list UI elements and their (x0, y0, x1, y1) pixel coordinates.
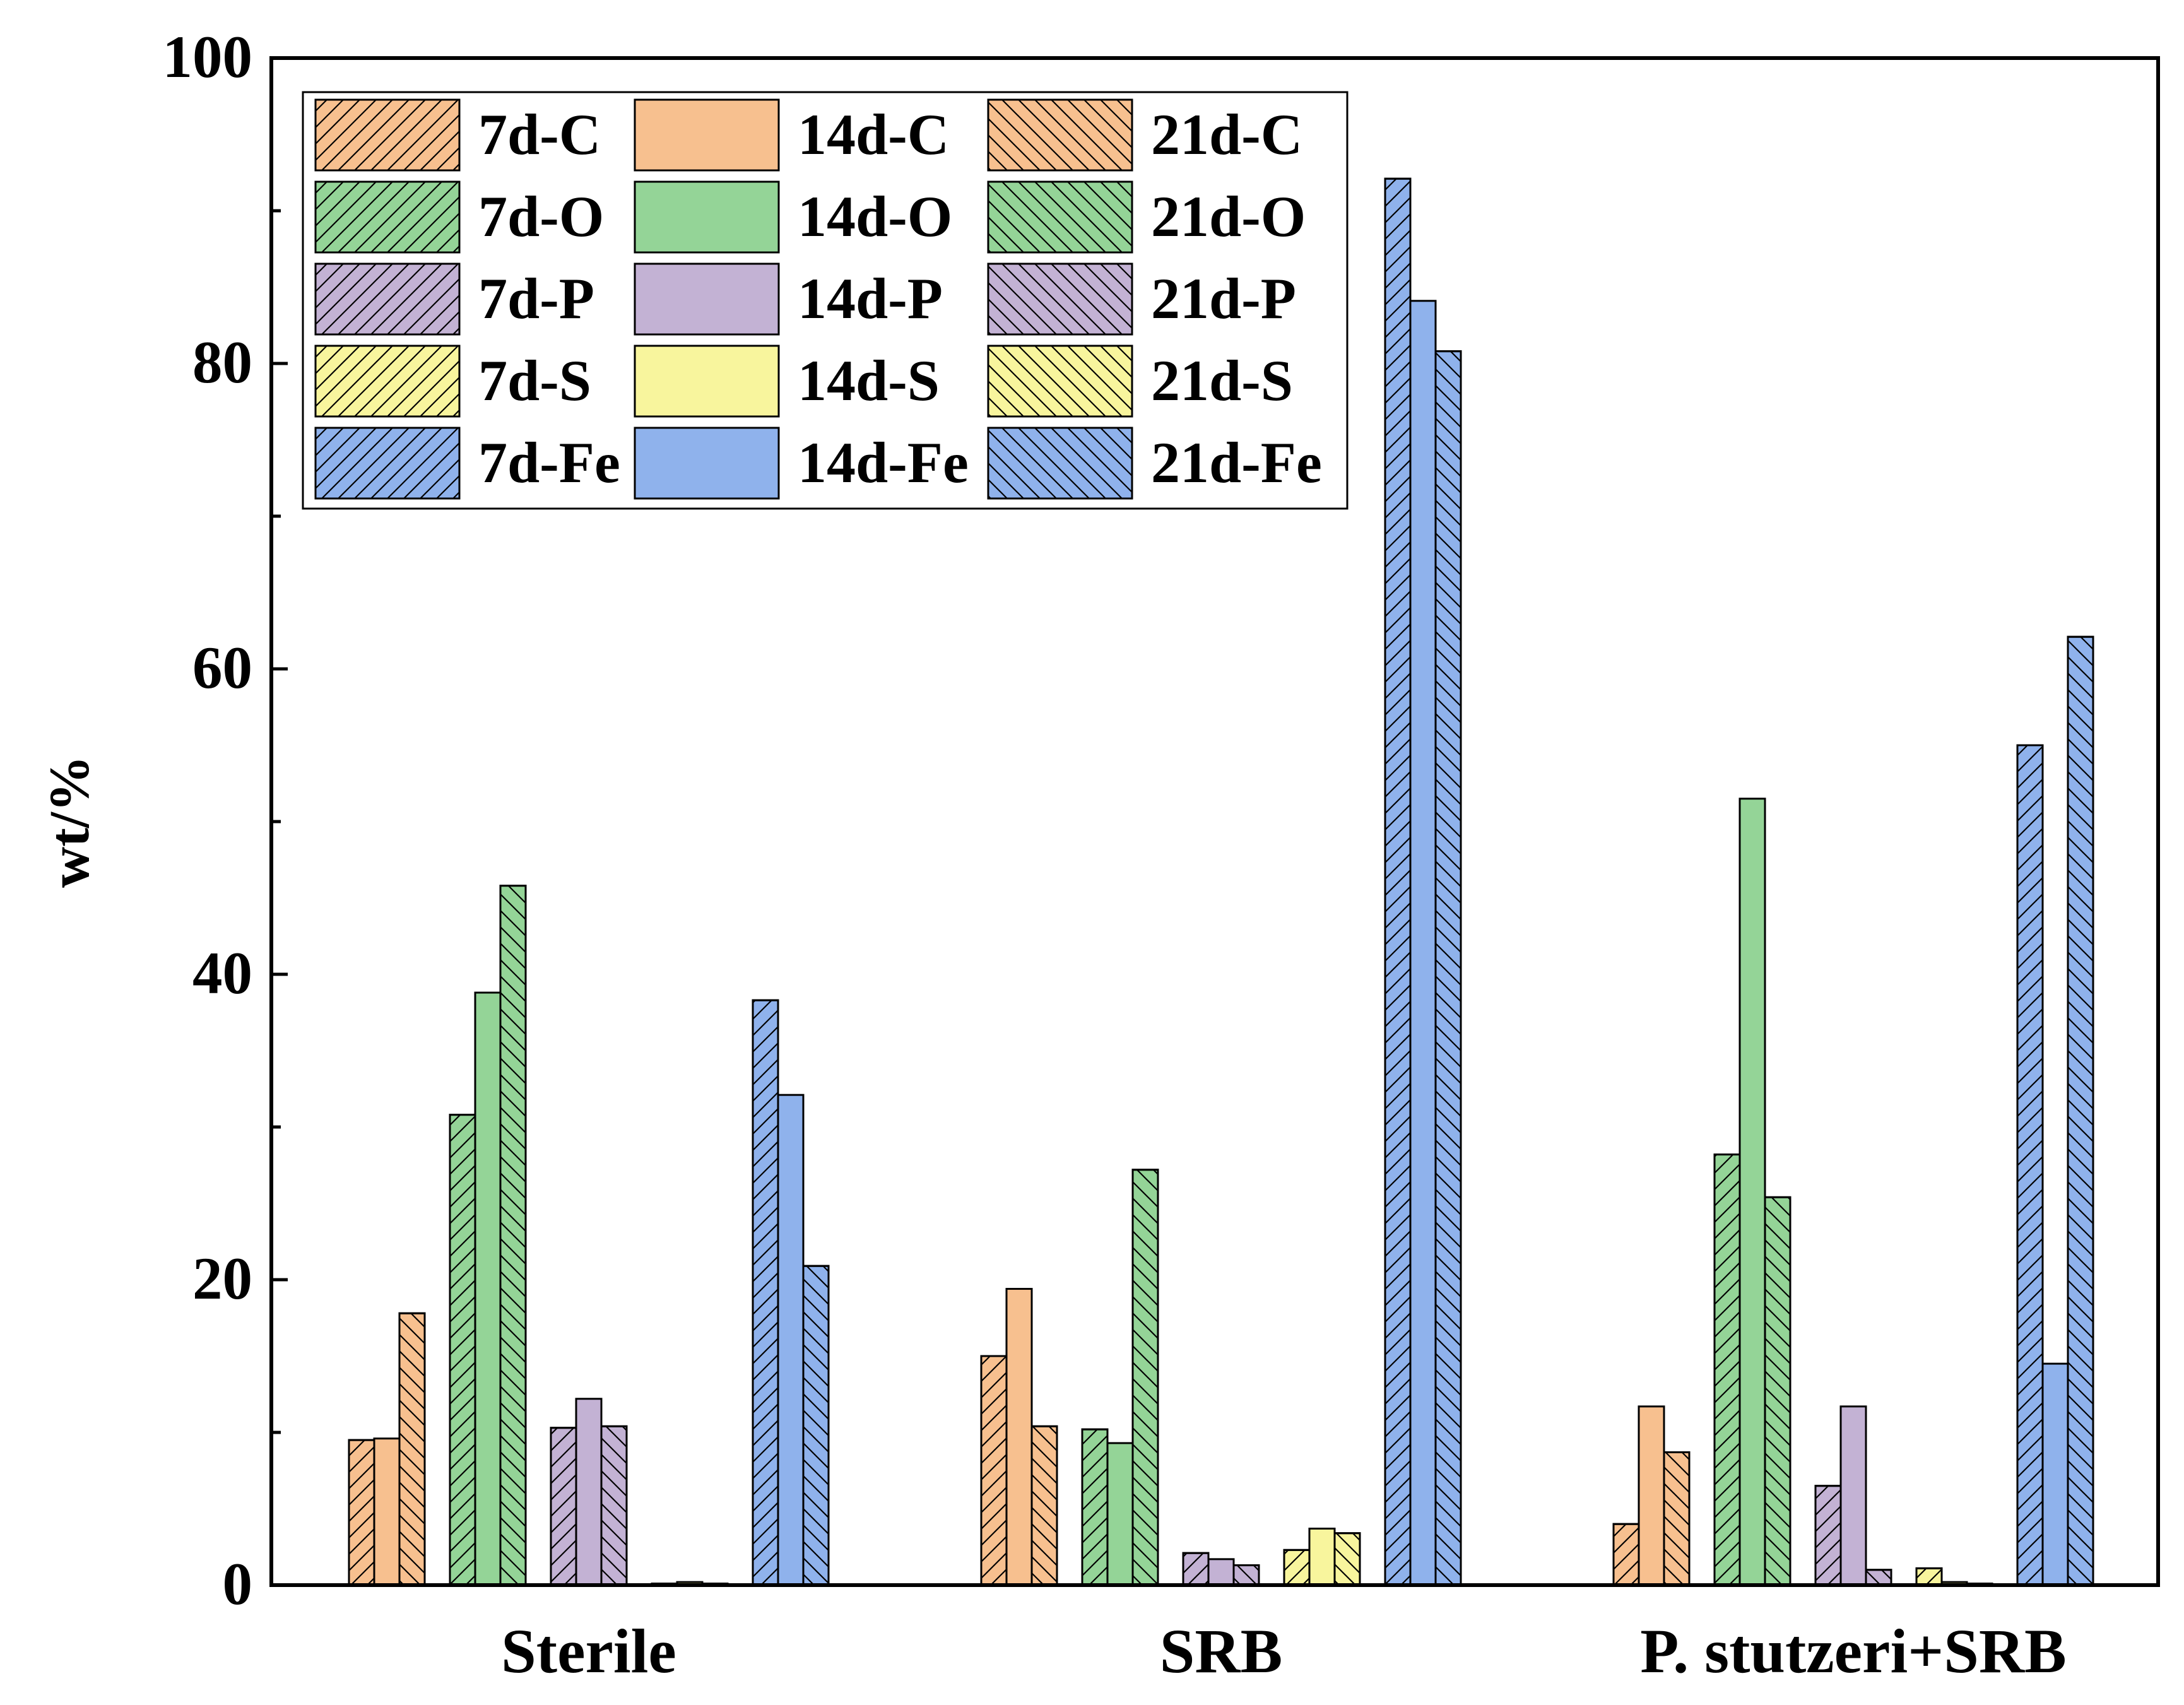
legend-label-14d-s: 14d-S (798, 348, 940, 413)
legend-label-7d-p: 7d-P (478, 266, 594, 331)
bar-srb-7d-o-hatch (1081, 1428, 1109, 1586)
legend-swatch-7d-o-hatch (314, 180, 461, 254)
bar-srb-21d-o-hatch (1131, 1169, 1159, 1586)
legend-label-14d-o: 14d-O (798, 184, 952, 249)
x-tick-label-srb: SRB (1160, 1616, 1283, 1686)
bar-srb-7d-fe-hatch (1384, 177, 1412, 1586)
legend-swatch-7d-c-hatch (314, 98, 461, 172)
legend: 7d-C 14d-C 21d-C 7d-O 14d-O 21d-O 7d-P 14d-P 21d… (302, 91, 1349, 510)
legend-label-21d-fe: 21d-Fe (1151, 430, 1322, 495)
legend-swatch-14d-s (634, 345, 780, 418)
x-axis: Sterile SRB P. stutzeri+SRB (501, 1616, 2067, 1686)
bar-sterile-7d-fe-hatch (752, 999, 779, 1586)
bar-sterile-14d-fe (777, 1094, 805, 1586)
legend-swatch-21d-o-hatch (987, 180, 1133, 254)
bar-srb-14d-c (1005, 1288, 1033, 1586)
legend-label-21d-s: 21d-S (1151, 348, 1293, 413)
y-tick-label: 80 (192, 329, 252, 396)
legend-swatch-14d-fe (634, 427, 780, 500)
bar-p-stutzeri-srb-21d-o-hatch (1764, 1196, 1791, 1586)
bar-p-stutzeri-srb-14d-p (1839, 1405, 1867, 1586)
legend-swatch-21d-fe-hatch (987, 427, 1133, 500)
bar-p-stutzeri-srb-7d-c-hatch (1612, 1523, 1640, 1586)
bar-sterile-21d-fe-hatch (802, 1265, 830, 1586)
legend-label-21d-c: 21d-C (1151, 102, 1302, 167)
bar-srb-21d-c-hatch (1030, 1425, 1058, 1586)
bar-sterile-7d-c-hatch (348, 1439, 375, 1586)
legend-label-14d-fe: 14d-Fe (798, 430, 969, 495)
bar-p-stutzeri-srb-21d-c-hatch (1663, 1451, 1691, 1586)
legend-box (302, 91, 1349, 510)
y-tick-label: 60 (192, 634, 252, 701)
y-tick-label: 20 (192, 1245, 252, 1312)
legend-label-7d-c: 7d-C (478, 102, 601, 167)
legend-label-7d-s: 7d-S (478, 348, 591, 413)
legend-swatch-21d-p-hatch (987, 263, 1133, 336)
y-tick-label: 0 (223, 1550, 253, 1617)
bars-layer (348, 177, 2094, 1586)
legend-swatch-7d-s-hatch (314, 345, 461, 418)
bar-sterile-21d-c-hatch (398, 1312, 426, 1586)
legend-swatch-14d-o (634, 180, 780, 254)
bar-srb-7d-s-hatch (1283, 1549, 1311, 1586)
bar-srb-21d-p-hatch (1232, 1564, 1260, 1586)
bar-srb-21d-s-hatch (1333, 1532, 1361, 1586)
bar-p-stutzeri-srb-14d-c (1638, 1405, 1665, 1586)
bar-sterile-21d-o-hatch (499, 885, 527, 1586)
y-tick-label: 40 (192, 940, 252, 1006)
legend-swatch-14d-p (634, 263, 780, 336)
bar-p-stutzeri-srb-7d-s-hatch (1915, 1567, 1943, 1586)
x-tick-label-p-stutzeri-srb: P. stutzeri+SRB (1640, 1616, 2067, 1686)
bar-p-stutzeri-srb-7d-o-hatch (1713, 1153, 1741, 1586)
bar-p-stutzeri-srb-14d-o (1738, 798, 1766, 1586)
bar-srb-14d-p (1207, 1558, 1235, 1586)
legend-swatch-21d-c-hatch (987, 98, 1133, 172)
bar-sterile-21d-p-hatch (600, 1425, 628, 1586)
bar-srb-7d-p-hatch (1182, 1552, 1210, 1586)
bar-p-stutzeri-srb-21d-p-hatch (1865, 1569, 1892, 1586)
legend-swatch-21d-s-hatch (987, 345, 1133, 418)
legend-label-14d-c: 14d-C (798, 102, 949, 167)
x-tick-label-sterile: Sterile (501, 1616, 676, 1686)
bar-p-stutzeri-srb-7d-fe-hatch (2016, 744, 2044, 1586)
bar-sterile-7d-o-hatch (449, 1114, 476, 1586)
bar-srb-7d-c-hatch (980, 1355, 1008, 1586)
y-axis: 0 20 40 60 80 100 (163, 23, 288, 1617)
legend-label-7d-fe: 7d-Fe (478, 430, 620, 495)
y-tick-label: 100 (163, 23, 253, 90)
bar-sterile-14d-c (373, 1437, 401, 1586)
legend-swatch-7d-p-hatch (314, 263, 461, 336)
bar-p-stutzeri-srb-14d-fe (2041, 1362, 2069, 1586)
legend-label-21d-p: 21d-P (1151, 266, 1296, 331)
bar-sterile-7d-p-hatch (550, 1427, 577, 1586)
bar-p-stutzeri-srb-7d-p-hatch (1814, 1485, 1842, 1586)
bar-srb-14d-s (1308, 1527, 1336, 1586)
bar-srb-21d-fe-hatch (1434, 350, 1462, 1586)
legend-label-7d-o: 7d-O (478, 184, 604, 249)
bar-p-stutzeri-srb-21d-fe-hatch (2067, 635, 2094, 1586)
legend-swatch-7d-fe-hatch (314, 427, 461, 500)
y-axis-label: wt/% (38, 755, 101, 888)
bar-srb-14d-fe (1409, 300, 1437, 1586)
legend-label-14d-p: 14d-P (798, 266, 943, 331)
bar-srb-14d-o (1106, 1442, 1134, 1586)
bar-sterile-14d-p (575, 1398, 603, 1586)
legend-label-21d-o: 21d-O (1151, 184, 1306, 249)
legend-swatch-14d-c (634, 98, 780, 172)
bar-sterile-14d-o (474, 991, 502, 1586)
